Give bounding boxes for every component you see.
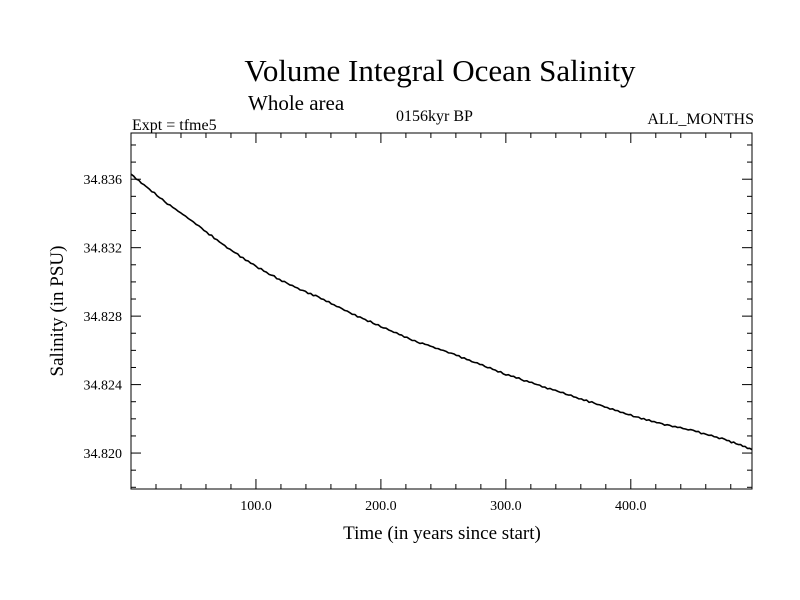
months-label: ALL_MONTHS (647, 111, 754, 128)
x-tick-label: 400.0 (615, 499, 647, 514)
chart-subtitle: Whole area (248, 91, 345, 115)
x-axis: 100.0 200.0 300.0 400.0 (155, 133, 732, 514)
y-tick-label: 34.836 (84, 173, 123, 188)
y-axis: 34.820 34.824 34.828 34.832 34.836 (84, 144, 752, 488)
period-label: 0156kyr BP (396, 108, 473, 125)
x-tick-label: 300.0 (490, 499, 522, 514)
plot-frame (130, 132, 753, 490)
y-tick-label: 34.832 (84, 242, 123, 257)
y-tick-label: 34.824 (84, 379, 123, 394)
salinity-series-line (130, 173, 753, 451)
chart-title: Volume Integral Ocean Salinity (244, 53, 636, 88)
experiment-label: Expt = tfme5 (132, 117, 217, 134)
x-tick-label: 200.0 (365, 499, 397, 514)
x-axis-label: Time (in years since start) (343, 523, 541, 544)
y-tick-label: 34.820 (84, 447, 123, 462)
y-axis-label: Salinity (in PSU) (47, 246, 68, 377)
y-tick-label: 34.828 (84, 310, 123, 325)
x-tick-label: 100.0 (240, 499, 272, 514)
